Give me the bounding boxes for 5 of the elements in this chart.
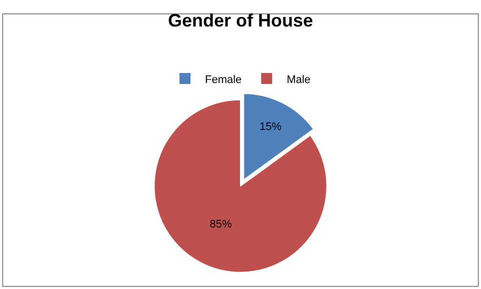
legend-label: Male	[286, 74, 311, 86]
legend-label: Female	[205, 74, 242, 86]
chart-title: Gender of House	[168, 10, 314, 31]
data-label: 85%	[210, 218, 232, 230]
data-label: 15%	[259, 120, 282, 133]
